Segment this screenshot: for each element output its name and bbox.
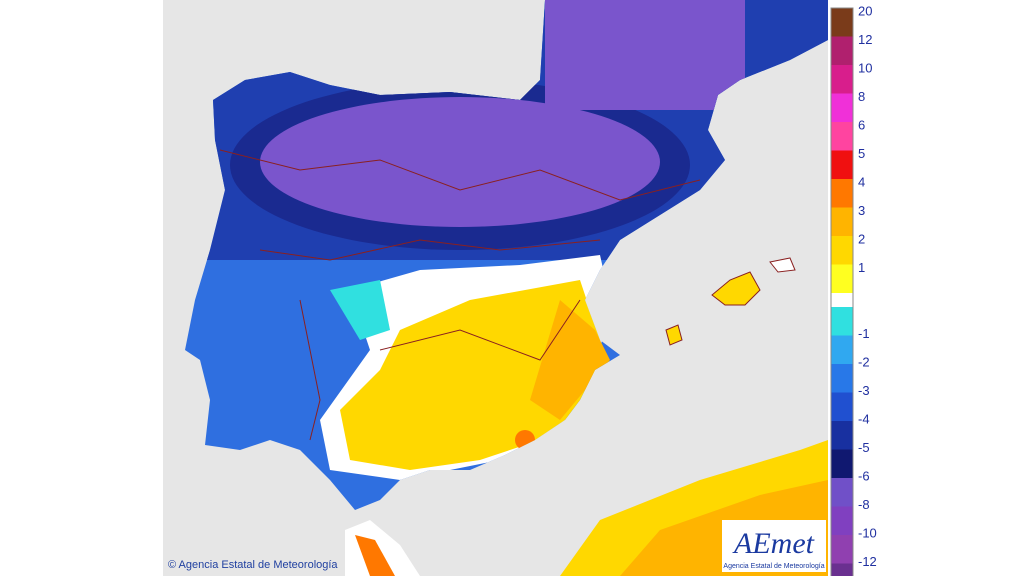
legend-swatch (831, 421, 853, 450)
legend-swatch (831, 8, 853, 37)
legend-label: 20 (858, 3, 872, 18)
border (259, 239, 601, 261)
legend-label: -12 (858, 554, 877, 569)
legend-label: 4 (858, 174, 865, 189)
legend-swatch (831, 150, 853, 179)
credit: © Agencia Estatal de Meteorología (168, 559, 338, 571)
legend-swatch (831, 535, 853, 564)
legend-label: 10 (858, 60, 872, 75)
logo: AEmet (732, 527, 815, 560)
legend-label: 5 (858, 146, 865, 161)
island (711, 271, 761, 306)
border (379, 299, 581, 361)
legend-swatch (831, 449, 853, 478)
legend-swatch (831, 264, 853, 293)
legend-label: 3 (858, 203, 865, 218)
logo-subtitle: Agencia Estatal de Meteorología (723, 563, 824, 570)
legend-swatch (831, 392, 853, 421)
legend-label: 6 (858, 117, 865, 132)
island (769, 257, 796, 273)
legend-label: -10 (858, 525, 877, 540)
legend-label: -2 (858, 354, 870, 369)
legend-swatch (831, 122, 853, 151)
legend-swatch (831, 364, 853, 393)
legend-swatch (831, 93, 853, 122)
legend-label: 8 (858, 89, 865, 104)
legend-swatch (831, 65, 853, 94)
africa (345, 520, 420, 576)
legend-swatch (831, 236, 853, 265)
africa (355, 535, 395, 576)
legend-label: 12 (858, 32, 872, 47)
legend-label: -5 (858, 440, 870, 455)
legend-frame (830, 7, 854, 576)
legend-swatch (831, 478, 853, 507)
legend-label: -1 (858, 326, 870, 341)
legend-swatch (831, 307, 853, 336)
legend-swatch (831, 36, 853, 65)
legend-swatch (831, 179, 853, 208)
legend-swatch (831, 207, 853, 236)
legend-swatch (831, 506, 853, 535)
border (299, 299, 321, 441)
border (219, 149, 701, 201)
legend-label: -8 (858, 497, 870, 512)
legend-label: -4 (858, 411, 870, 426)
legend-swatch (831, 335, 853, 364)
legend-label: -6 (858, 468, 870, 483)
legend-swatch (831, 563, 853, 576)
legend-label: -3 (858, 383, 870, 398)
island (665, 324, 683, 346)
legend-label: 1 (858, 260, 865, 275)
logo-box (722, 520, 826, 572)
legend-label: 2 (858, 231, 865, 246)
